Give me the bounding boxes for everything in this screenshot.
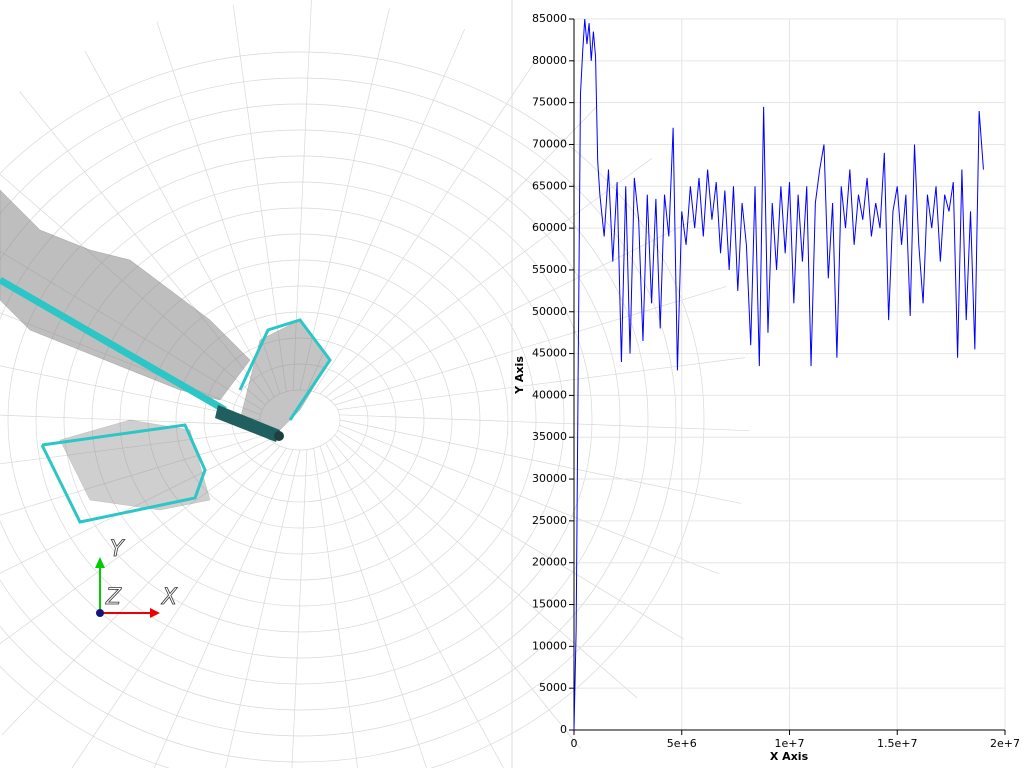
loop (238, 318, 332, 421)
loop (40, 423, 207, 524)
y-tick-label: 85000 (532, 12, 567, 25)
x-tick-label: 2e+7 (990, 737, 1020, 750)
mesh-edge (330, 219, 696, 402)
streamlines (0, 276, 332, 524)
x-tick-label: 1.5e+7 (877, 737, 917, 750)
tube (0, 276, 227, 414)
y-tick-label: 45000 (532, 347, 567, 360)
mesh-edge (1, 445, 281, 736)
mesh-edge (84, 50, 275, 398)
mesh-edge (313, 61, 536, 393)
mesh-edge (339, 424, 719, 574)
y-tick-label: 35000 (532, 430, 567, 443)
y-tick-label: 40000 (532, 388, 567, 401)
z-axis-dot (96, 609, 104, 617)
mesh-edge (71, 447, 287, 768)
orientation-axes: X Y Z (95, 537, 178, 618)
mesh-edge (319, 104, 599, 395)
mesh-edge (0, 414, 261, 426)
mesh-edge (0, 438, 270, 574)
y-tick-label: 5000 (539, 681, 567, 694)
mesh-edge (0, 365, 261, 421)
mesh-edge (330, 439, 581, 749)
y-tick-label: 50000 (532, 305, 567, 318)
y-tick-label: 70000 (532, 137, 567, 150)
mesh-edge (153, 449, 294, 768)
mesh-edge (0, 434, 266, 516)
glyphs (0, 189, 331, 511)
axis-label: X (161, 585, 178, 610)
mesh-ring (0, 103, 649, 737)
y-tick-label: 15000 (532, 598, 567, 611)
mesh-edge (325, 442, 504, 768)
y-tick-label: 60000 (532, 221, 567, 234)
cone (215, 405, 280, 442)
data-line (573, 18, 984, 731)
mesh-edge (225, 449, 301, 768)
y-arrow-head (95, 557, 105, 568)
y-tick-label: 80000 (532, 54, 567, 67)
mesh-ring (175, 311, 425, 529)
mesh-edge (313, 448, 358, 768)
y-axis-title: Y Axis (513, 356, 526, 395)
line-chart: X Axis Y Axis 0 5000 10000 15000 20000 25000 3… (513, 12, 1020, 763)
y-tick-label: 0 (560, 723, 567, 736)
glyph-cloud (0, 189, 251, 401)
mesh-ring (91, 233, 509, 607)
mesh-edge (156, 21, 281, 395)
mesh-edge (334, 434, 638, 699)
mesh-edge (306, 28, 465, 391)
y-tick-label: 20000 (532, 556, 567, 569)
x-tick-label: 0 (571, 737, 578, 750)
x-arrow-head (150, 608, 160, 618)
mesh-ring (0, 77, 677, 763)
mesh-ring (0, 51, 705, 768)
y-tick-label: 10000 (532, 639, 567, 652)
mesh-edge (339, 419, 742, 504)
y-tick-label: 55000 (532, 263, 567, 276)
x-tick-label: 5e+6 (667, 737, 697, 750)
axis-label: Y (110, 537, 125, 562)
y-tick-label: 30000 (532, 472, 567, 485)
mesh-edge (319, 445, 427, 768)
axis-label: Z (105, 585, 122, 610)
mesh-edge (291, 449, 308, 768)
y-tick-label: 65000 (532, 179, 567, 192)
mesh-ring (35, 181, 565, 659)
x-tick-label: 1e+7 (775, 737, 805, 750)
y-tick-label: 75000 (532, 96, 567, 109)
mesh-ring (7, 155, 593, 685)
mesh-edge (299, 8, 390, 391)
y-tick-label: 25000 (532, 514, 567, 527)
mesh-edge (0, 442, 275, 645)
glyph-cloud (59, 419, 211, 511)
mesh-edge (0, 429, 263, 465)
x-axis-title: X Axis (770, 750, 809, 763)
cone-tip (274, 431, 284, 441)
render-view: X Y Z (0, 0, 750, 768)
mesh-ring (147, 285, 453, 555)
mesh-ring (0, 129, 621, 711)
mesh-ring (63, 207, 537, 633)
mesh-edge (325, 158, 653, 398)
